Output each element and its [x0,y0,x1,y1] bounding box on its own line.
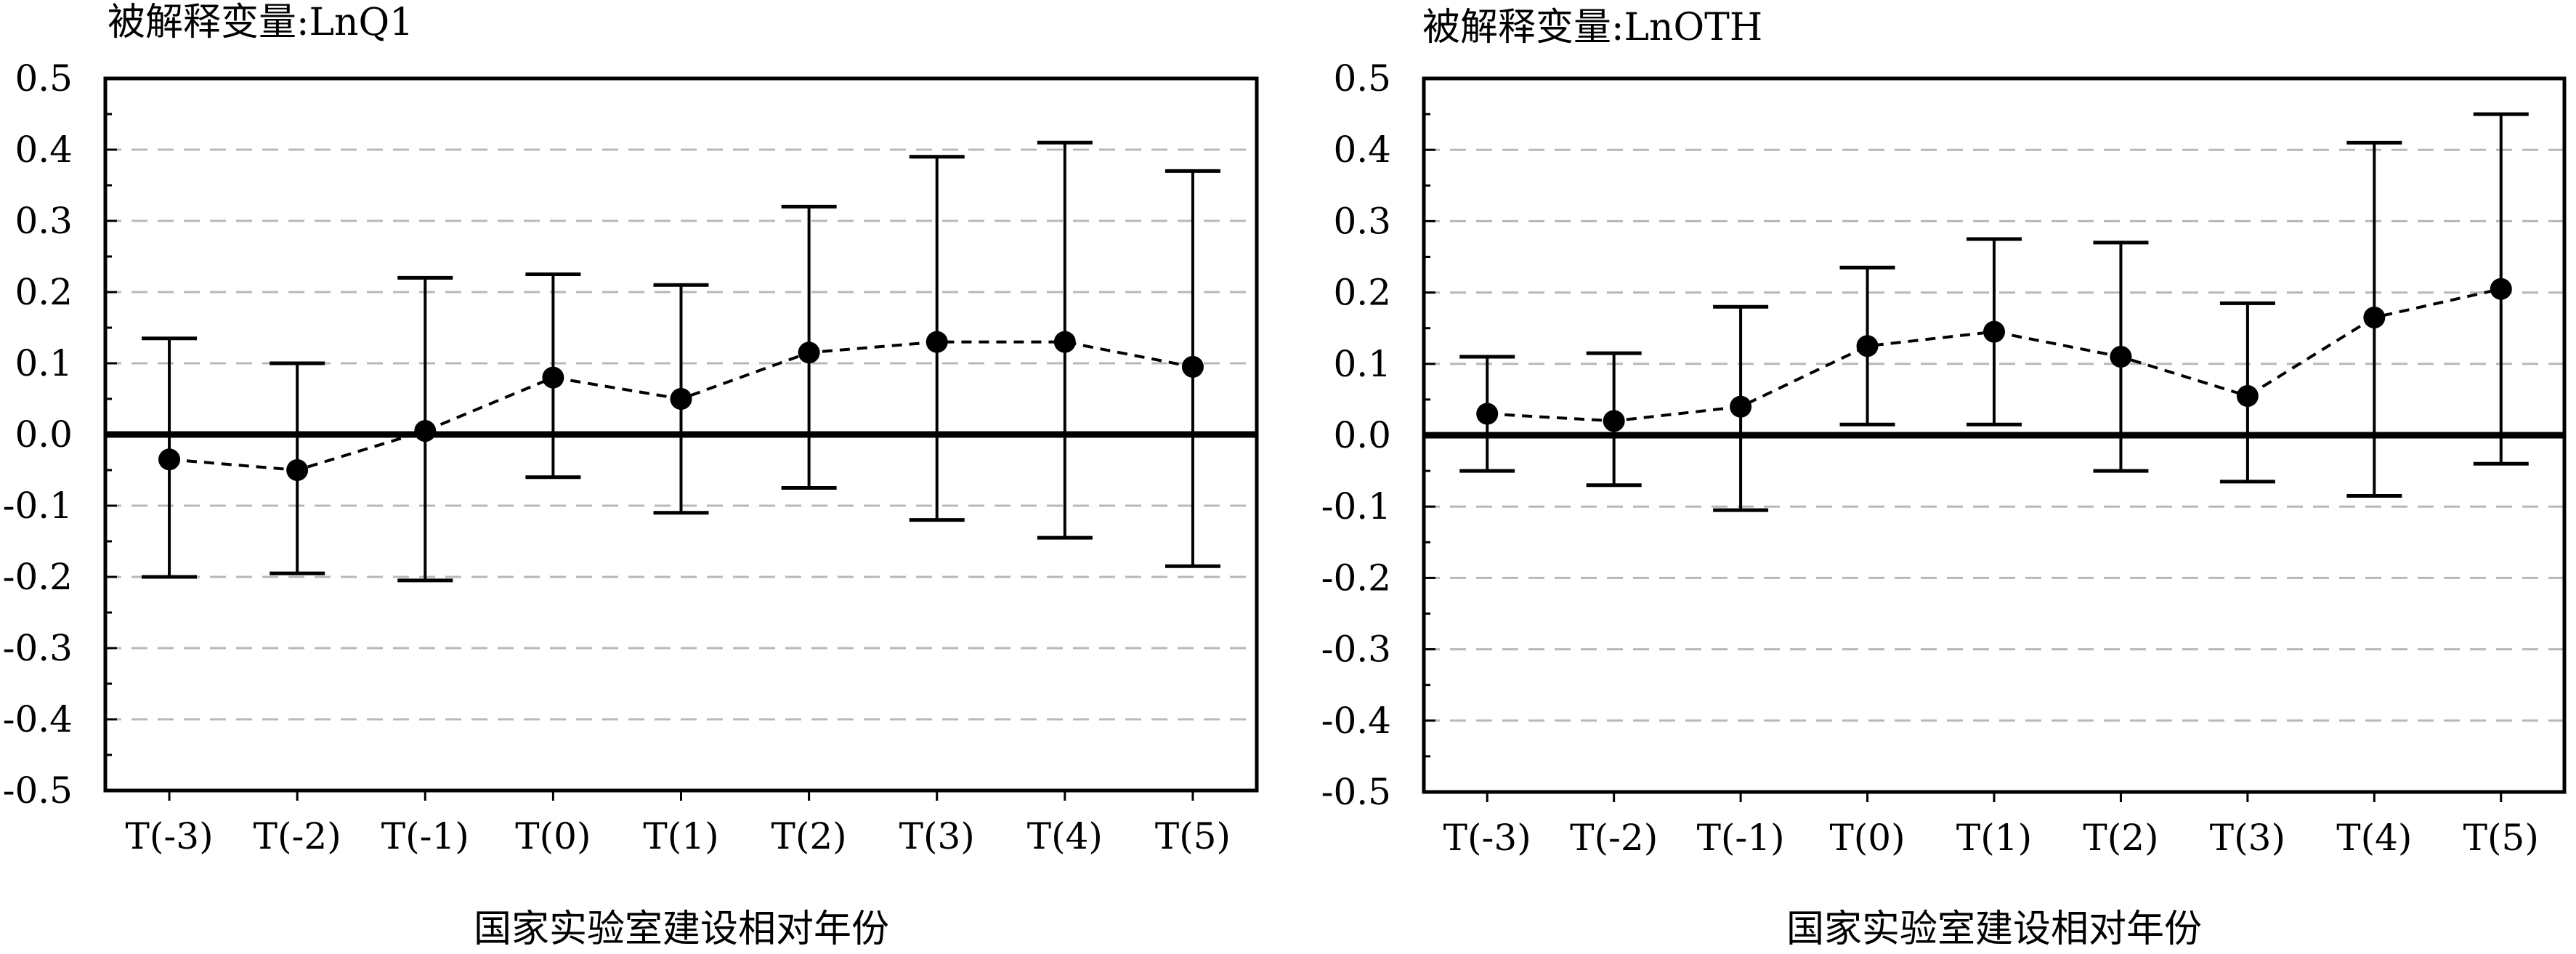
x-tick-label: T(3) [2210,817,2285,859]
y-tick-label: -0.1 [3,485,73,527]
y-tick-label: -0.2 [3,556,73,598]
x-tick-label: T(-3) [1443,817,1531,859]
y-tick-label: -0.4 [1321,700,1391,742]
data-point [286,459,308,481]
y-tick-label: -0.1 [1321,485,1391,527]
x-tick-label: T(4) [1027,815,1103,857]
y-tick-label: 0.0 [1333,414,1391,456]
x-tick-label: T(1) [1956,817,2032,859]
data-point [926,331,948,353]
x-tick-label: T(2) [771,815,847,857]
y-tick-label: -0.5 [1321,771,1391,813]
y-tick-label: -0.3 [3,627,73,669]
x-tick-label: T(4) [2336,817,2412,859]
x-tick-label: T(5) [1155,815,1231,857]
chart-panel-1: 被解释变量:LnQ1 0.5 0.4 0.3 0.2 0.1 0.0 -0.1 -0.2 -0.3… [3,1,1257,951]
x-tick-label: T(5) [2463,817,2539,859]
data-point [1054,331,1076,353]
data-point [2363,307,2385,328]
x-axis-label: 国家实验室建设相对年份 [1786,907,2202,951]
x-tick-label: T(-2) [254,815,341,857]
data-point [2490,278,2512,300]
data-point [1983,321,2005,343]
x-tick-label: T(-2) [1570,817,1658,859]
y-tick-label: -0.5 [3,769,73,812]
x-tick-label: T(-3) [126,815,214,857]
x-tick-label: T(0) [515,815,591,857]
x-tick-label: T(0) [1829,817,1905,859]
x-axis-label: 国家实验室建设相对年份 [474,907,889,951]
y-tick-label: 0.4 [1333,129,1391,171]
y-tick-label: -0.4 [3,698,73,740]
data-point [671,388,692,410]
y-tick-label: 0.1 [15,342,73,384]
y-tick-label: -0.2 [1321,557,1391,599]
y-tick-label: 0.3 [15,200,73,242]
x-tick-label: T(2) [2083,817,2158,859]
y-tick-label: -0.3 [1321,628,1391,671]
data-point [1476,403,1498,425]
y-tick-label: 0.5 [15,57,73,100]
x-tick-label: T(1) [643,815,718,857]
y-tick-label: 0.0 [15,413,73,456]
data-point [1603,410,1625,432]
data-point [2110,346,2131,368]
y-tick-label: 0.3 [1333,200,1391,242]
chart-panel-2: 被解释变量:LnOTH 0.5 0.4 0.3 0.2 0.1 0.0 -0.1 -0.2 -0.… [1321,6,2564,951]
y-tick-label: 0.1 [1333,343,1391,385]
chart-title: 被解释变量:LnQ1 [108,1,413,44]
x-tick-label: T(-1) [381,815,469,857]
data-point [1730,396,1751,418]
y-tick-label: 0.5 [1333,57,1391,100]
figure: 被解释变量:LnQ1 0.5 0.4 0.3 0.2 0.1 0.0 -0.1 -0.2 -0.3… [0,0,2576,954]
x-tick-label: T(-1) [1697,817,1785,859]
y-tick-label: 0.4 [15,129,73,171]
data-point [158,448,180,470]
data-point [414,420,436,442]
y-tick-label: 0.2 [1333,272,1391,314]
y-tick-label: 0.2 [15,271,73,313]
data-point [542,367,564,389]
data-point [1182,356,1204,378]
data-point [1857,335,1879,357]
data-point [2237,385,2259,407]
data-point [798,341,820,363]
x-tick-label: T(3) [899,815,975,857]
chart-title: 被解释变量:LnOTH [1422,6,1762,49]
